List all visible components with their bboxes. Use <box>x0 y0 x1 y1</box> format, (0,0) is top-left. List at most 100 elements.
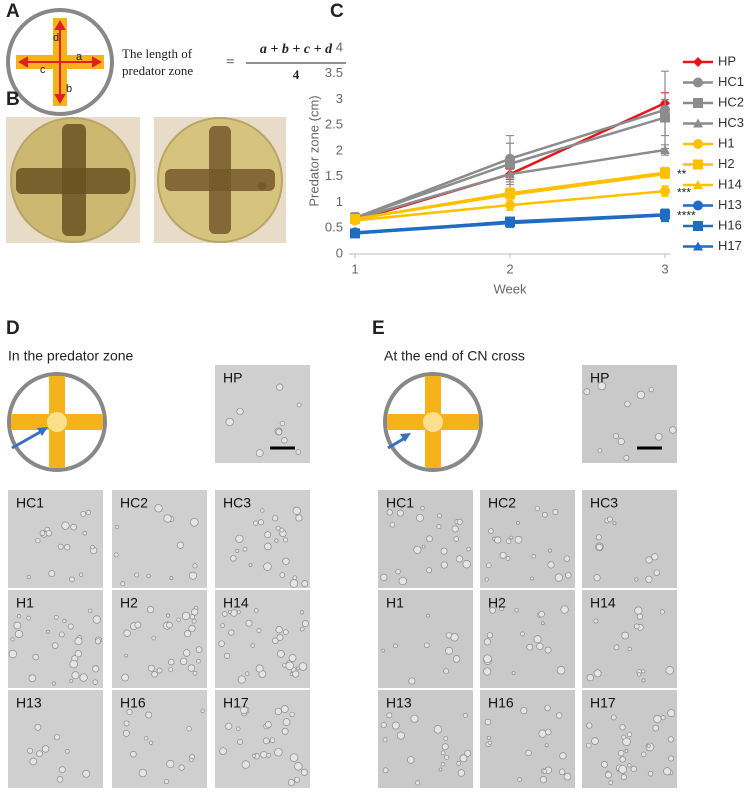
cell <box>520 707 528 715</box>
cell <box>486 562 492 569</box>
cell <box>437 513 442 519</box>
cell <box>486 632 493 639</box>
cell <box>82 769 91 778</box>
tile-label: H14 <box>590 595 616 611</box>
cell <box>627 646 632 652</box>
cell <box>450 633 459 642</box>
cell <box>484 577 489 582</box>
cell <box>514 608 519 613</box>
cell <box>505 556 511 561</box>
cell <box>53 734 61 741</box>
cell <box>545 728 552 736</box>
cell <box>225 417 234 427</box>
cell <box>292 575 298 581</box>
tile-label: H2 <box>120 595 138 611</box>
cell <box>386 712 393 719</box>
cell <box>69 659 78 669</box>
cell <box>530 576 534 581</box>
cell <box>300 768 308 776</box>
cell <box>163 514 172 523</box>
cell <box>57 543 64 550</box>
cell <box>593 574 601 582</box>
cell <box>668 755 675 762</box>
cell <box>277 649 285 658</box>
plate-photo <box>6 117 140 243</box>
cell <box>407 756 415 764</box>
panel-label: E <box>372 318 385 339</box>
micrograph: H1 <box>8 590 103 688</box>
cell <box>585 742 592 749</box>
cell <box>285 661 295 671</box>
marker <box>505 169 515 179</box>
cell <box>381 648 386 653</box>
cell <box>147 664 155 672</box>
tile-label: H17 <box>590 695 616 711</box>
cell <box>275 428 283 436</box>
x-tick-label: 2 <box>506 261 513 276</box>
cell <box>396 509 404 517</box>
cell <box>230 555 237 562</box>
cell <box>122 729 130 737</box>
cell <box>591 737 599 745</box>
cell <box>92 679 99 685</box>
cell <box>619 724 626 731</box>
cell <box>296 402 302 408</box>
cell <box>556 666 566 675</box>
cell <box>586 722 593 729</box>
cell <box>74 650 82 658</box>
cell <box>583 388 591 396</box>
cell <box>29 757 38 766</box>
tile-label: H16 <box>488 695 514 711</box>
tile-label: HC1 <box>386 495 414 511</box>
cell <box>120 581 126 587</box>
cell <box>32 653 39 661</box>
cell <box>440 547 448 555</box>
cell <box>636 390 646 400</box>
x-axis-label: Week <box>494 281 527 296</box>
marker <box>660 144 670 154</box>
cell <box>514 535 523 544</box>
cell <box>26 615 32 621</box>
cell <box>663 767 672 776</box>
cell <box>168 658 175 666</box>
marker <box>505 189 515 199</box>
cell <box>483 638 491 646</box>
cell <box>395 568 401 575</box>
cell <box>190 518 199 527</box>
tile-label: H13 <box>386 695 412 711</box>
x-tick-label: 3 <box>661 261 668 276</box>
cell <box>236 610 241 615</box>
cell <box>289 711 295 718</box>
plate-photo <box>154 117 286 243</box>
caption: In the predator zone <box>8 348 134 364</box>
micrograph: H2 <box>480 590 575 688</box>
cell <box>169 576 174 580</box>
cell <box>459 754 468 763</box>
cell <box>593 618 599 624</box>
cell <box>563 555 571 562</box>
cell <box>393 643 398 649</box>
cell <box>423 642 430 649</box>
cell <box>274 538 279 543</box>
cell <box>457 769 466 777</box>
cell <box>636 672 642 677</box>
legend-label: HC2 <box>718 94 744 109</box>
cell <box>287 779 295 787</box>
arm-label: d <box>53 32 59 44</box>
cell <box>299 626 305 632</box>
tile-label: HC2 <box>488 495 516 511</box>
cell <box>548 548 553 553</box>
cell <box>426 567 433 574</box>
cell <box>660 715 666 721</box>
cell <box>188 571 198 580</box>
cell <box>253 608 259 613</box>
cell <box>595 534 602 541</box>
cell <box>282 629 289 636</box>
cell <box>36 750 43 757</box>
cell <box>151 671 158 678</box>
significance: *** <box>677 185 691 199</box>
marker <box>505 218 515 228</box>
cell <box>426 613 431 618</box>
y-tick-label: 3.5 <box>325 65 343 80</box>
